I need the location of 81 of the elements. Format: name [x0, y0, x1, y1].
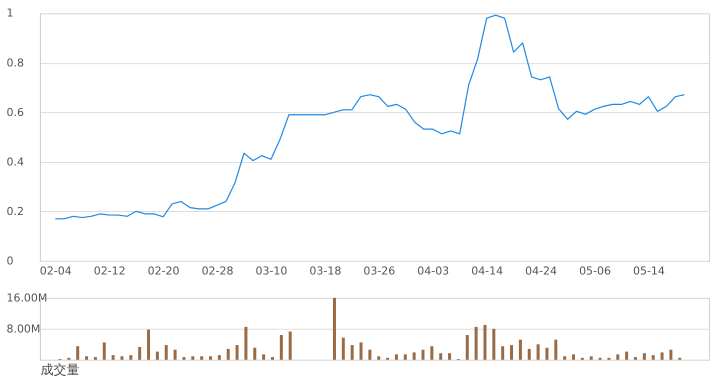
bar	[182, 357, 186, 360]
y-tick-label: 1	[6, 6, 14, 20]
bar	[404, 354, 407, 360]
bar	[138, 346, 142, 360]
x-tick-label: 03-10	[256, 264, 288, 278]
bar	[280, 335, 283, 360]
bar	[660, 352, 664, 360]
bar	[226, 348, 230, 360]
bar	[236, 345, 239, 360]
bar	[200, 356, 204, 360]
y-tick-label: 0	[6, 254, 14, 268]
bar	[634, 357, 637, 360]
bar	[350, 345, 354, 360]
bar	[554, 340, 558, 360]
bar	[474, 326, 478, 360]
bar	[625, 352, 628, 360]
bar	[253, 348, 256, 360]
y-tick-label: 0.6	[6, 106, 24, 119]
bar	[412, 352, 416, 360]
x-tick-label: 03-26	[363, 264, 396, 278]
x-tick-label: 02-12	[94, 264, 126, 278]
bar	[102, 342, 106, 360]
y-tick-label: 0.2	[6, 204, 24, 218]
bar	[572, 354, 576, 360]
bar	[112, 355, 115, 360]
x-tick-label: 04-24	[525, 264, 558, 278]
bar	[129, 355, 132, 360]
bar	[510, 345, 514, 360]
y-tick-label: 16.00M	[6, 291, 48, 304]
bar	[270, 357, 274, 360]
bar	[147, 330, 150, 360]
bar	[94, 357, 97, 360]
bar	[536, 344, 540, 360]
bar	[174, 350, 177, 360]
bar	[528, 348, 531, 360]
x-tick-label: 02-20	[148, 264, 180, 278]
bar	[483, 324, 486, 360]
x-tick-label: 03-18	[309, 264, 342, 278]
line-series	[54, 14, 685, 220]
bar	[430, 346, 434, 360]
y-tick-label: 8.00M	[6, 322, 40, 336]
bar	[120, 356, 124, 360]
bar	[466, 335, 469, 360]
bar	[545, 348, 548, 360]
bar	[616, 354, 620, 360]
bar	[563, 356, 566, 360]
x-tick-label: 02-04	[40, 264, 72, 278]
y-tick-label: 0.4	[6, 155, 24, 168]
bar	[244, 326, 248, 360]
bar	[669, 350, 672, 360]
bar	[218, 355, 221, 360]
bar	[191, 356, 194, 360]
x-axis-title: 成交量	[40, 362, 80, 378]
bar	[448, 353, 452, 360]
bar	[377, 356, 380, 360]
y-tick-label: 0.8	[6, 56, 24, 70]
bar	[76, 346, 80, 360]
bar	[164, 345, 168, 360]
x-tick-label: 05-14	[633, 264, 665, 278]
bar	[209, 356, 212, 360]
bar	[368, 350, 372, 360]
bar	[422, 350, 424, 360]
bar	[642, 353, 646, 360]
bar	[518, 340, 522, 360]
bar	[288, 332, 292, 360]
bar	[156, 352, 159, 360]
bar	[394, 354, 398, 360]
bar	[332, 298, 336, 360]
x-tick-label: 04-14	[471, 264, 504, 278]
bar	[590, 356, 593, 360]
bar	[342, 338, 345, 360]
x-tick-label: 02-28	[202, 264, 234, 278]
bar	[652, 355, 655, 360]
bar	[360, 342, 363, 360]
x-tick-label: 05-06	[579, 264, 611, 278]
bar	[85, 356, 88, 360]
bar	[262, 354, 266, 360]
x-tick-label: 04-03	[417, 264, 450, 278]
bar	[439, 353, 442, 360]
bar	[501, 346, 504, 360]
bar	[492, 328, 496, 360]
